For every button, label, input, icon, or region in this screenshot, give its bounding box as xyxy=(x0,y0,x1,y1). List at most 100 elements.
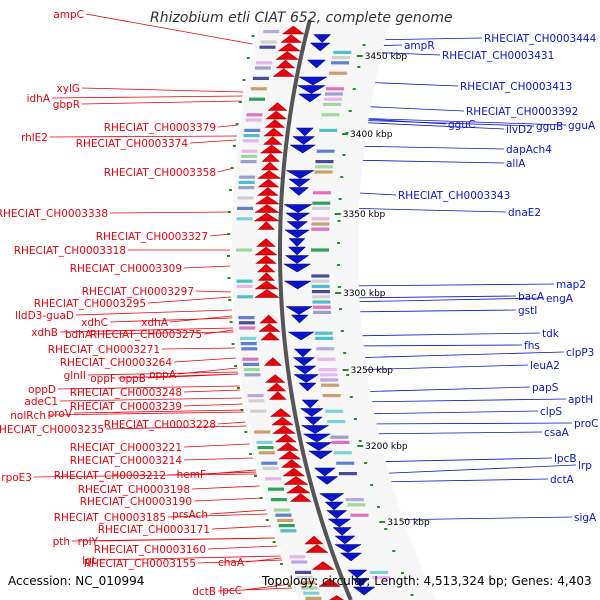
forward-gene-arrow xyxy=(289,144,317,154)
marker-dot xyxy=(233,365,237,367)
feature-block xyxy=(323,102,342,106)
forward-gene-arrow xyxy=(332,527,352,536)
marker-dot xyxy=(227,233,231,235)
left-gene-label: xdhB xyxy=(31,327,58,339)
marker-dot xyxy=(370,484,374,486)
left-callout xyxy=(167,513,268,518)
reverse-gene-arrow xyxy=(261,153,281,162)
forward-gene-arrow xyxy=(288,187,310,196)
marker-dot xyxy=(265,519,269,521)
forward-gene-arrow xyxy=(282,263,312,273)
right-gene-label: lrp xyxy=(578,460,592,472)
forward-gene-arrow xyxy=(284,229,311,239)
marker-dot xyxy=(238,101,242,103)
left-callout xyxy=(73,409,244,414)
left-gene-label: RHECIAT_CH0003221 xyxy=(70,442,182,454)
right-gene-label: engA xyxy=(546,293,574,305)
forward-gene-arrow xyxy=(296,85,327,94)
right-gene-label: ampR xyxy=(404,40,435,52)
marker-dot xyxy=(231,343,235,345)
feature-block xyxy=(327,420,346,424)
feature-block xyxy=(263,30,280,34)
marker-dot xyxy=(230,167,234,169)
right-callout xyxy=(372,478,549,483)
feature-block xyxy=(336,461,355,465)
left-gene-label: rhlE2 xyxy=(21,132,48,144)
reverse-gene-arrow xyxy=(305,544,329,553)
left-callout xyxy=(105,425,247,430)
right-callout xyxy=(350,117,567,126)
feature-block xyxy=(324,92,343,96)
right-callout xyxy=(342,309,517,313)
left-callout xyxy=(147,373,239,379)
reverse-gene-arrow xyxy=(275,59,296,69)
forward-gene-arrow xyxy=(293,365,317,375)
marker-dot xyxy=(251,35,255,37)
reverse-gene-arrow xyxy=(263,357,283,366)
feature-block xyxy=(305,596,322,600)
feature-block xyxy=(312,191,331,195)
feature-block xyxy=(315,165,334,169)
left-callout xyxy=(193,497,263,502)
feature-block xyxy=(244,128,261,132)
left-gene-label: gbpR xyxy=(53,99,80,111)
topology-text: Topology: circular; Length: 4,513,324 bp… xyxy=(262,574,592,588)
feature-block xyxy=(295,570,312,574)
feature-block xyxy=(311,222,330,226)
forward-gene-arrow xyxy=(315,476,339,485)
reverse-gene-arrow xyxy=(257,221,276,230)
marker-dot xyxy=(248,453,252,455)
left-callout xyxy=(57,385,240,390)
left-callout xyxy=(97,555,281,561)
marker-dot xyxy=(357,66,361,68)
right-callout xyxy=(356,410,539,415)
left-gene-label: RHECIAT_CH0003275 xyxy=(90,329,202,341)
feature-block xyxy=(316,149,335,153)
right-gene-label: leuA2 xyxy=(530,360,560,372)
feature-block xyxy=(240,160,257,164)
reverse-gene-arrow xyxy=(256,187,279,196)
marker-dot xyxy=(236,387,240,389)
left-callout xyxy=(217,124,239,128)
forward-gene-arrow xyxy=(351,578,370,587)
right-gene-label: clpP3 xyxy=(566,347,594,359)
reverse-gene-arrow xyxy=(280,34,303,43)
left-gene-label: RHECIAT_CH0003235 xyxy=(0,424,104,436)
reverse-gene-arrow xyxy=(254,204,280,213)
left-gene-label: prsAch xyxy=(172,509,208,521)
left-gene-label: RHECIAT_CH0003374 xyxy=(76,138,189,150)
feature-block xyxy=(333,451,352,455)
right-callout-lines xyxy=(340,37,577,521)
right-gene-labels: RHECIAT_CH0003444 ampR RHECIAT_CH0003431 RH… xyxy=(398,33,599,524)
genome-axis xyxy=(277,19,353,600)
reverse-gene-arrow xyxy=(266,382,287,392)
reverse-gene-arrow xyxy=(259,314,279,324)
marker-dot xyxy=(337,264,341,266)
tick-label: 3400 kbp xyxy=(350,130,393,140)
feature-block xyxy=(280,529,297,533)
right-gene-label: gguC xyxy=(448,119,475,131)
left-gene-label: ampC xyxy=(53,9,84,21)
right-gene-label: RHECIAT_CH0003413 xyxy=(460,81,572,93)
left-callout xyxy=(245,557,282,563)
feature-block xyxy=(312,295,331,299)
marker-dot xyxy=(227,255,231,257)
feature-block xyxy=(239,326,256,330)
left-gene-label: oppA xyxy=(149,369,177,381)
reverse-gene-arrow xyxy=(311,561,335,570)
feature-block xyxy=(270,498,287,502)
feature-block xyxy=(236,279,253,283)
left-gene-label: hemF xyxy=(177,469,206,481)
feature-block xyxy=(370,570,389,574)
marker-dot xyxy=(392,550,396,552)
feature-block xyxy=(243,368,260,372)
feature-block xyxy=(345,498,364,502)
feature-block xyxy=(311,227,330,231)
forward-gene-arrow xyxy=(284,212,311,222)
left-callout xyxy=(203,329,234,335)
forward-gene-arrow xyxy=(293,374,320,383)
marker-dot xyxy=(240,409,244,411)
left-gene-label: RHECIAT_CH0003160 xyxy=(94,544,206,556)
left-gene-label: RHECIAT_CH0003271 xyxy=(48,344,160,356)
marker-dot xyxy=(228,299,232,301)
